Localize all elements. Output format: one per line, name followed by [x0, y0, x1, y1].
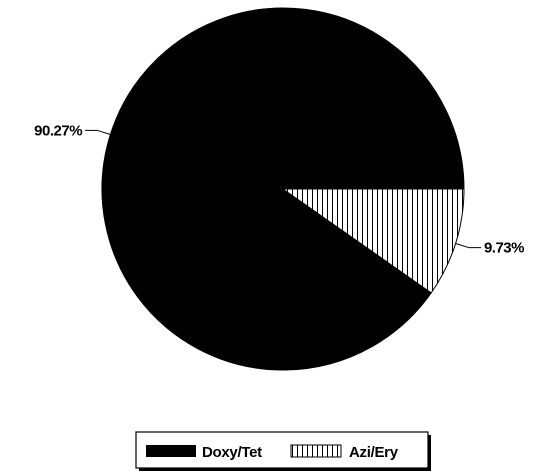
legend-label-doxy-tet: Doxy/Tet [202, 444, 262, 461]
pie-slices [101, 7, 465, 371]
slice-label-doxy-tet: 90.27% [34, 122, 82, 139]
leader-line-doxy-tet [85, 129, 111, 136]
legend-label-azi-ery: Azi/Ery [349, 444, 399, 461]
legend-box-shadow-bottom [139, 468, 431, 471]
legend-swatch-doxy-tet [146, 445, 196, 457]
legend-swatch-azi-ery [290, 444, 342, 458]
legend: Doxy/Tet Azi/Ery [135, 431, 431, 471]
slice-labels: 90.27% 9.73% [34, 122, 524, 256]
legend-box-shadow-right [428, 435, 431, 471]
leader-line-azi-ery [455, 242, 481, 249]
slice-label-azi-ery: 9.73% [484, 240, 524, 257]
